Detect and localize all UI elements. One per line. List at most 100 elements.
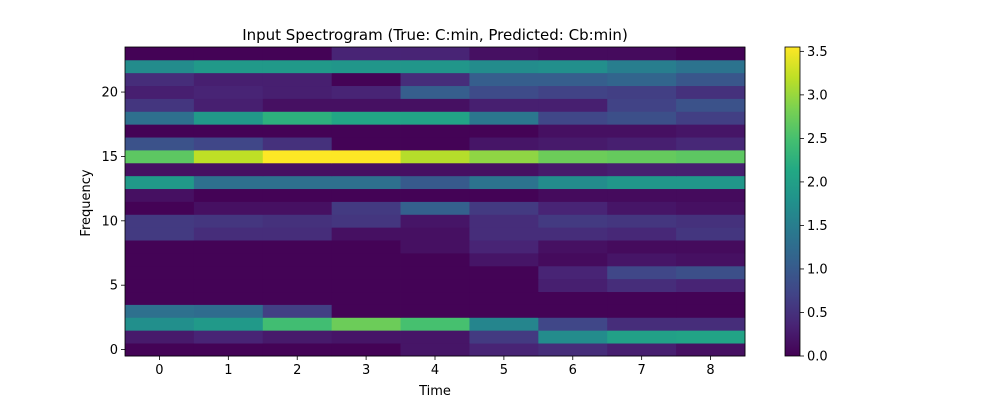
- heatmap-cell: [469, 343, 539, 357]
- heatmap-cell: [469, 304, 539, 318]
- heatmap-cell: [538, 85, 608, 99]
- heatmap-cell: [538, 162, 608, 177]
- heatmap-cell: [676, 317, 746, 331]
- heatmap-cell: [400, 265, 470, 280]
- heatmap-cell: [125, 227, 195, 241]
- heatmap-cell: [676, 150, 746, 164]
- heatmap-cell: [400, 59, 470, 74]
- heatmap-cell: [331, 111, 401, 125]
- heatmap-cell: [331, 304, 401, 318]
- heatmap-cell: [262, 162, 333, 177]
- heatmap-cell: [676, 162, 746, 177]
- heatmap-cell: [331, 265, 401, 280]
- heatmap-cell: [400, 201, 470, 215]
- x-tick-label: 3: [362, 363, 370, 378]
- heatmap-cell: [538, 227, 608, 241]
- heatmap-cell: [469, 291, 539, 305]
- heatmap-cell: [607, 137, 677, 151]
- heatmap-cell: [676, 47, 746, 61]
- heatmap-cell: [676, 85, 746, 99]
- heatmap-cell: [193, 162, 264, 177]
- heatmap-cell: [676, 330, 746, 344]
- heatmap-cell: [331, 59, 401, 74]
- heatmap-cell: [400, 253, 470, 267]
- x-tick-label: 7: [638, 363, 646, 378]
- heatmap-cell: [262, 304, 333, 318]
- heatmap-cell: [676, 111, 746, 125]
- heatmap-cell: [400, 304, 470, 318]
- heatmap-cell: [331, 227, 401, 241]
- x-axis-label: Time: [418, 384, 451, 399]
- heatmap-cell: [538, 330, 608, 344]
- heatmap-cell: [125, 291, 195, 305]
- heatmap-cell: [676, 98, 746, 112]
- plot-frame: [124, 46, 746, 357]
- heatmap-cell: [607, 240, 677, 254]
- heatmap-cell: [262, 59, 333, 74]
- heatmap-cell: [125, 85, 195, 99]
- heatmap-cell: [607, 265, 677, 280]
- heatmap-cell: [538, 188, 608, 202]
- heatmap-cell: [400, 278, 470, 293]
- colorbar: 0.0 0.5 1.0 1.5 2.0 2.5 3.0 3.5: [784, 45, 828, 365]
- heatmap-cell: [538, 150, 608, 164]
- heatmap-cell: [538, 317, 608, 331]
- heatmap-cell: [262, 72, 333, 87]
- heatmap-cell: [676, 214, 746, 228]
- x-tick-label: 8: [706, 363, 714, 378]
- heatmap-cell: [125, 175, 195, 190]
- heatmap-cell: [538, 175, 608, 190]
- heatmap-cell: [400, 124, 470, 138]
- heatmap-cell: [331, 47, 401, 61]
- heatmap-cell: [607, 85, 677, 99]
- heatmap-cell: [331, 214, 401, 228]
- heatmap-cell: [125, 278, 195, 293]
- heatmap-cell: [262, 201, 333, 215]
- heatmap-cell: [400, 343, 470, 357]
- heatmap-cell: [262, 253, 333, 267]
- heatmap-cell: [193, 330, 264, 344]
- colorbar-tick-label: 0.5: [807, 306, 828, 321]
- heatmap-cell: [469, 330, 539, 344]
- heatmap-cell: [538, 265, 608, 280]
- heatmap-cell: [607, 253, 677, 267]
- heatmap-cell: [262, 343, 333, 357]
- heatmap-cell: [262, 150, 333, 164]
- heatmap-cell: [607, 188, 677, 202]
- heatmap-cell: [331, 72, 401, 87]
- heatmap-cell: [331, 98, 401, 112]
- heatmap-cell: [469, 278, 539, 293]
- heatmap-cell: [469, 227, 539, 241]
- heatmap-cell: [125, 330, 195, 344]
- heatmap-cell: [193, 150, 264, 164]
- heatmap-cell: [262, 330, 333, 344]
- chart-title: Input Spectrogram (True: C:min, Predicte…: [242, 26, 628, 44]
- heatmap-cell: [400, 227, 470, 241]
- heatmap-cell: [125, 304, 195, 318]
- heatmap-cell: [193, 253, 264, 267]
- heatmap-cell: [193, 278, 264, 293]
- colorbar-tick-label: 1.0: [807, 262, 828, 277]
- heatmap-cell: [400, 175, 470, 190]
- heatmap-cell: [193, 85, 264, 99]
- colorbar-tick-label: 3.0: [807, 88, 828, 103]
- y-tick-label: 15: [101, 150, 118, 165]
- heatmap-cell: [125, 343, 195, 357]
- heatmap-cell: [193, 304, 264, 318]
- heatmap-cell: [607, 59, 677, 74]
- heatmap-cell: [607, 72, 677, 87]
- heatmap-cell: [262, 214, 333, 228]
- heatmap-cell: [676, 265, 746, 280]
- y-tick-label: 10: [101, 214, 118, 229]
- heatmap-cell: [262, 98, 333, 112]
- heatmap-cell: [469, 98, 539, 112]
- heatmap-cell: [676, 137, 746, 151]
- heatmap-cell: [469, 188, 539, 202]
- heatmap-cells: [125, 47, 746, 357]
- y-tick-label: 5: [110, 279, 118, 294]
- heatmap-cell: [125, 188, 195, 202]
- x-tick-label: 4: [431, 363, 439, 378]
- heatmap-cell: [538, 137, 608, 151]
- heatmap-cell: [400, 98, 470, 112]
